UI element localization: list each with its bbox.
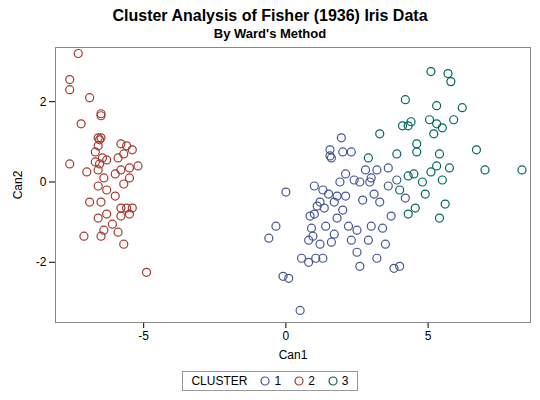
svg-text:0: 0 bbox=[283, 329, 290, 343]
html-text:CLUSTER: CLUSTER bbox=[191, 374, 248, 388]
svg-text:-2: -2 bbox=[36, 255, 47, 269]
svg-text:0: 0 bbox=[40, 175, 47, 189]
html-text:1: 1 bbox=[274, 374, 282, 388]
html-text:By Ward's Method: By Ward's Method bbox=[213, 26, 327, 41]
svg-text:5: 5 bbox=[425, 329, 432, 343]
html-text:Cluster Analysis of Fisher (19: Cluster Analysis of Fisher (1936) Iris D… bbox=[112, 7, 428, 24]
svg-text:Can1: Can1 bbox=[279, 348, 308, 362]
svg-text:-5: -5 bbox=[138, 329, 149, 343]
html-text:2: 2 bbox=[308, 374, 315, 388]
html-text:3: 3 bbox=[341, 374, 349, 388]
svg-text:Can2: Can2 bbox=[11, 170, 25, 199]
svg-text:2: 2 bbox=[40, 95, 47, 109]
